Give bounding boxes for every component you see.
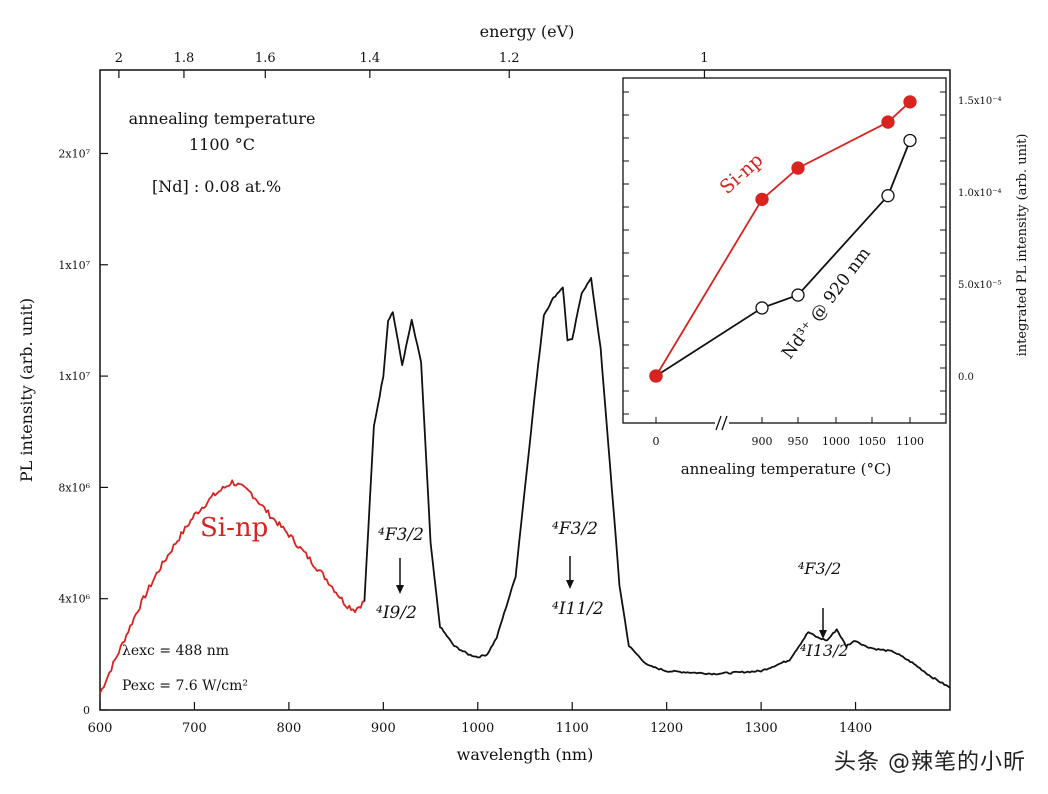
transition-2-lower: ⁴I11/2 <box>552 599 604 619</box>
inset-x-tick-label: 950 <box>788 435 809 448</box>
excitation-wavelength: λexc = 488 nm <box>122 643 229 659</box>
transition-3-lower: ⁴I13/2 <box>800 641 849 660</box>
top-tick-label: 1 <box>700 51 708 66</box>
inset-x-tick-label: 0 <box>653 435 660 448</box>
nd-concentration-label: [Nd] : 0.08 at.% <box>152 177 281 196</box>
y-tick-label: 8x10⁶ <box>58 481 90 494</box>
x-tick-label: 900 <box>371 721 396 736</box>
inset-axes: 0 900 950 1000 1050 1100 0.0 5.0x10⁻⁵ 1.0x10⁻⁴ 1.… <box>623 91 1002 448</box>
transition-2-arrowhead <box>566 580 574 589</box>
inset-x-tick-label: 1100 <box>896 435 924 448</box>
y-tick-label: 2x10⁷ <box>58 147 90 160</box>
inset-y-tick-label: 1.0x10⁻⁴ <box>958 188 1002 199</box>
y-tick-label: 4x10⁶ <box>58 593 90 606</box>
top-tick-label: 1.8 <box>174 51 195 66</box>
transition-1-upper: ⁴F3/2 <box>378 525 424 545</box>
y-tick-label: 1x10⁷ <box>58 259 90 272</box>
x-tick-label: 1400 <box>839 721 872 736</box>
main-plot-frame <box>99 69 951 711</box>
inset-sinp-point <box>791 161 805 175</box>
x-tick-label: 1300 <box>745 721 778 736</box>
inset-plot-frame <box>622 77 947 424</box>
annealing-temperature-value: 1100 °C <box>189 135 255 154</box>
excitation-power: Pexc = 7.6 W/cm² <box>122 678 248 694</box>
inset-x-tick-label: 1050 <box>858 435 886 448</box>
annealing-temperature-label: annealing temperature <box>129 109 316 128</box>
inset-x-tick-label: 900 <box>752 435 773 448</box>
inset-y-tick-label: 5.0x10⁻⁵ <box>958 280 1002 291</box>
x-tick-label: 600 <box>88 721 113 736</box>
x-tick-label: 800 <box>276 721 301 736</box>
inset-y-axis-label: integrated PL intensity (arb. unit) <box>1015 134 1030 357</box>
x-tick-label: 1200 <box>650 721 683 736</box>
transition-1-arrowhead <box>396 585 404 594</box>
inset-y-tick-label: 0.0 <box>958 372 974 383</box>
watermark-text: 头条 @辣笔的小昕 <box>834 750 1026 775</box>
inset-nd-point <box>755 301 769 315</box>
y-tick-label: 1x10⁷ <box>58 370 90 383</box>
inset-y-tick-label: 1.5x10⁻⁴ <box>958 96 1002 107</box>
inset-nd-point <box>791 288 805 302</box>
y-tick-label: 0 <box>83 704 90 717</box>
x-tick-label: 700 <box>182 721 207 736</box>
x-tick-label: 1000 <box>461 721 494 736</box>
sinp-curve-label: Si-np <box>200 513 268 543</box>
x-tick-label: 1100 <box>556 721 589 736</box>
inset-curves <box>649 95 917 383</box>
transition-3-upper: ⁴F3/2 <box>798 559 841 578</box>
transition-2-upper: ⁴F3/2 <box>552 519 598 539</box>
transition-3-arrowhead <box>819 630 827 639</box>
top-tick-label: 1.4 <box>359 51 380 66</box>
y-axis-label: PL intensity (arb. unit) <box>17 298 36 482</box>
transition-1-lower: ⁴I9/2 <box>376 603 417 623</box>
x-axis-label: wavelength (nm) <box>457 745 594 764</box>
inset-axis-break <box>715 415 729 431</box>
top-tick-label: 2 <box>115 51 123 66</box>
inset-sinp-point <box>755 192 769 207</box>
inset-x-axis-label: annealing temperature (°C) <box>681 460 892 478</box>
inset-sinp-point <box>881 115 895 129</box>
nd-spectrum-line <box>363 277 951 689</box>
inset-sinp-point <box>903 95 917 109</box>
top-axis-label: energy (eV) <box>480 22 575 41</box>
inset-sinp-point <box>649 369 663 383</box>
main-axes: 600 700 800 900 1000 1100 1200 1300 1400 0 4x10⁶ 8x… <box>58 51 872 736</box>
inset-nd-point <box>881 189 895 203</box>
inset-nd-point <box>903 133 917 148</box>
inset-x-tick-label: 1000 <box>822 435 850 448</box>
main-curves <box>99 277 951 694</box>
sinp-spectrum-line <box>99 479 365 694</box>
top-tick-label: 1.6 <box>255 51 276 66</box>
top-tick-label: 1.2 <box>499 51 520 66</box>
